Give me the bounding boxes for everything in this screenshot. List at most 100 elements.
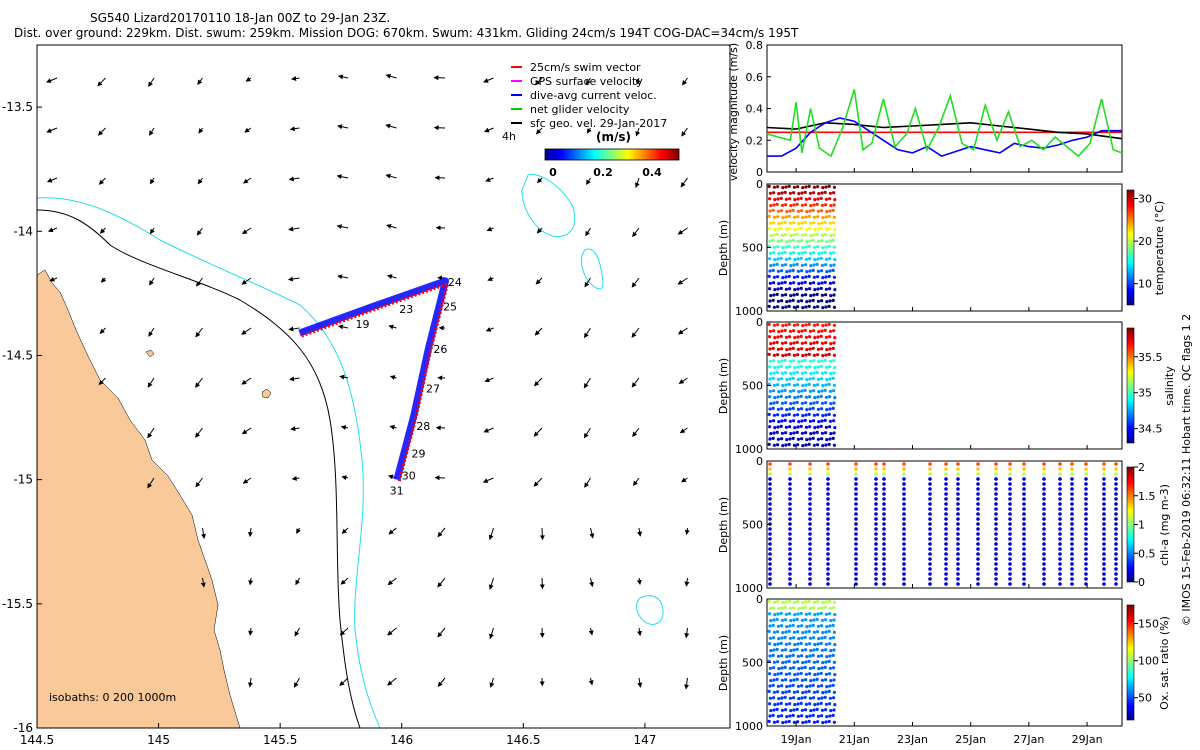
section-sample	[1102, 547, 1106, 551]
sfc-velocity-arrow	[245, 76, 252, 82]
section-sample	[792, 696, 796, 700]
section-sample	[976, 582, 980, 586]
section-sample	[803, 635, 807, 640]
section-sample	[854, 522, 858, 526]
section-sample	[808, 562, 812, 566]
section-sample	[800, 281, 804, 285]
section-sample	[1114, 477, 1118, 481]
section-sample	[824, 600, 828, 604]
section-sample	[1022, 477, 1026, 481]
section-sample	[809, 432, 813, 436]
section-sample	[768, 359, 773, 363]
sfc-velocity-arrow	[98, 177, 106, 185]
section-sample	[812, 666, 816, 670]
section-sample	[817, 192, 821, 196]
section-sample	[829, 402, 833, 406]
section-sample	[928, 582, 932, 586]
section-sample	[788, 666, 793, 670]
section-sample	[792, 606, 796, 610]
section-sample	[767, 629, 771, 634]
section-sample	[1058, 572, 1062, 576]
section-sample	[817, 360, 821, 364]
section-sample	[812, 305, 817, 309]
section-sample	[1042, 542, 1046, 546]
section-sample	[874, 472, 878, 476]
section-sample	[812, 245, 817, 249]
section-sample	[1022, 482, 1026, 486]
section-sample	[976, 537, 980, 541]
section-sample	[796, 215, 800, 219]
section-sample	[768, 606, 773, 610]
section-sample	[796, 672, 800, 676]
section-sample	[788, 517, 792, 521]
map-y-tick-label: -14.5	[2, 348, 33, 362]
section-sample	[788, 389, 793, 393]
section-sample	[773, 396, 777, 400]
section-sample	[1058, 582, 1062, 586]
section-sample	[956, 497, 960, 501]
section-sample	[784, 371, 788, 375]
section-sample	[928, 577, 932, 581]
section-sample	[807, 352, 811, 356]
sfc-velocity-arrow	[46, 77, 58, 83]
section-sample	[902, 562, 906, 566]
section-sample	[784, 293, 788, 297]
section-sample	[784, 197, 789, 201]
sfc-velocity-arrow	[684, 577, 690, 587]
section-sample	[1114, 552, 1118, 556]
section-sample	[976, 532, 980, 536]
section-sample	[776, 684, 781, 688]
section-sample	[820, 377, 824, 381]
section-sample	[1042, 532, 1046, 536]
section-sample	[1008, 567, 1012, 571]
map-y-axis: -16-15.5-15-14.5-14-13.5	[2, 100, 42, 735]
section-sample	[784, 660, 788, 664]
section-sample	[768, 365, 772, 369]
section-sample	[829, 432, 833, 436]
isobaths-label: isobaths: 0 200 1000m	[49, 691, 176, 704]
section-sample	[816, 275, 820, 279]
section-sample	[1070, 582, 1074, 586]
section-sample	[1102, 477, 1106, 481]
section-sample	[804, 203, 808, 207]
section-sample	[832, 329, 836, 333]
section-sample	[812, 696, 816, 700]
section-sample	[787, 442, 791, 446]
section-sample	[1058, 502, 1062, 506]
section-sample	[829, 619, 833, 623]
section-sample	[824, 443, 828, 447]
section-sample	[1102, 527, 1106, 531]
section-sample	[803, 418, 807, 422]
section-sample	[800, 618, 805, 622]
oxygen-label: Ox. sat. ratio (%)	[1158, 616, 1171, 710]
section-sample	[819, 611, 823, 616]
section-sample	[994, 552, 998, 556]
section-sample	[792, 636, 796, 640]
section-sample	[820, 714, 824, 718]
section-sample	[776, 425, 780, 429]
section-sample	[820, 203, 825, 207]
section-sample	[804, 618, 808, 622]
sfc-velocity-arrow	[586, 177, 591, 185]
section-sample	[831, 376, 835, 380]
section-sample	[780, 708, 785, 712]
section-sample	[826, 487, 830, 491]
section-sample	[811, 238, 815, 242]
section-sample	[800, 299, 804, 303]
section-sample	[1084, 572, 1088, 576]
section-sample	[772, 233, 776, 237]
section-sample	[820, 606, 824, 610]
section-sample	[820, 431, 825, 435]
section-sample	[817, 667, 821, 671]
map-x-tick-label: 144.5	[20, 733, 54, 747]
section-sample	[854, 572, 858, 576]
section-sample	[824, 678, 828, 682]
section-sample	[808, 482, 812, 486]
time-axis: 19Jan 21Jan 23Jan 25Jan 27Jan 29Jan	[781, 168, 1103, 746]
section-sample	[816, 702, 820, 706]
section-sample	[804, 293, 808, 297]
section-sample	[1084, 462, 1088, 466]
section-sample	[854, 462, 858, 466]
section-sample	[854, 562, 858, 566]
section-sample	[768, 517, 772, 521]
